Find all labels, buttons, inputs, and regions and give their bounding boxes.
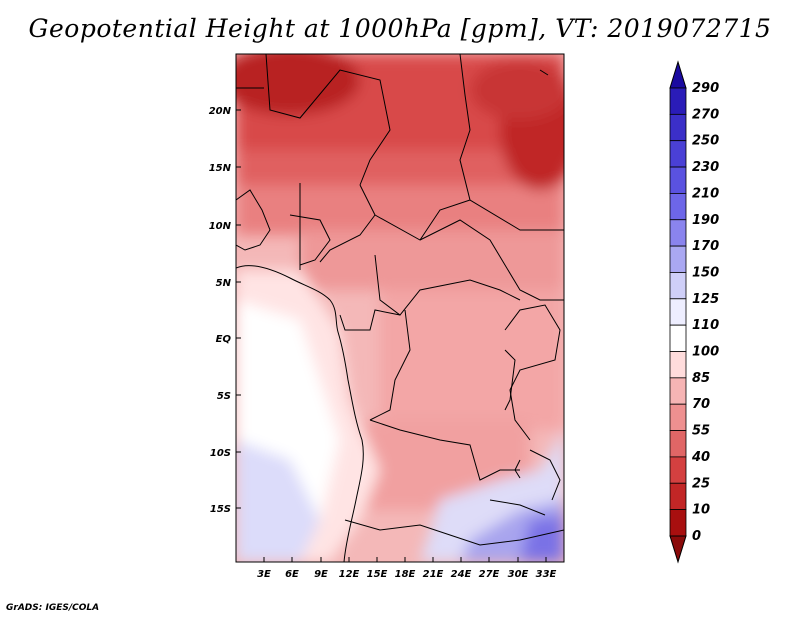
lon-tick-label: 27E bbox=[479, 569, 500, 580]
colorbar-segment bbox=[669, 245, 687, 273]
colorbar-segment bbox=[669, 87, 687, 115]
colorbar-segment bbox=[669, 377, 687, 405]
colorbar-bottom-arrow bbox=[669, 535, 687, 564]
colorbar-segment bbox=[669, 430, 687, 458]
lon-tick-label: 18E bbox=[395, 569, 416, 580]
lon-tick-label: 24E bbox=[451, 569, 472, 580]
lat-tick-label: 10N bbox=[209, 221, 232, 232]
colorbar-segment bbox=[669, 403, 687, 431]
lon-tick-label: 12E bbox=[339, 569, 360, 580]
lon-tick-label: 3E bbox=[257, 569, 271, 580]
lon-tick-label: 15E bbox=[367, 569, 388, 580]
colorbar-level-label: 125 bbox=[692, 292, 719, 307]
colorbar-level-label: 40 bbox=[691, 450, 710, 465]
colorbar-segment bbox=[669, 351, 687, 379]
colorbar-segment bbox=[669, 113, 687, 142]
colorbar-level-label: 0 bbox=[692, 529, 701, 544]
lon-tick-label: 33E bbox=[536, 569, 557, 580]
lat-tick-label: 5N bbox=[216, 278, 232, 289]
colorbar-level-label: 70 bbox=[692, 397, 710, 412]
colorbar-level-label: 25 bbox=[692, 476, 710, 491]
colorbar-segment bbox=[669, 456, 687, 484]
lat-tick-label: 20N bbox=[209, 106, 232, 117]
colorbar-segment bbox=[669, 219, 687, 247]
colorbar-level-label: 170 bbox=[692, 239, 719, 254]
lat-tick-label: 15S bbox=[210, 504, 231, 515]
colorbar-segment bbox=[669, 298, 687, 326]
colorbar-segment bbox=[669, 324, 687, 352]
colorbar-level-label: 230 bbox=[692, 160, 719, 175]
lat-tick-label: 5S bbox=[217, 391, 231, 402]
lon-tick-label: 9E bbox=[314, 569, 328, 580]
colorbar-segment bbox=[669, 140, 687, 168]
colorbar-segment bbox=[669, 192, 687, 221]
colorbar-segment bbox=[669, 509, 687, 537]
colorbar-level-label: 100 bbox=[692, 345, 719, 360]
lon-tick-label: 21E bbox=[423, 569, 444, 580]
colorbar-segment bbox=[669, 482, 687, 511]
grads-credit: GrADS: IGES/COLA bbox=[6, 603, 100, 613]
lon-tick-label: 6E bbox=[285, 569, 299, 580]
geopotential-field bbox=[236, 54, 564, 562]
colorbar-segment bbox=[669, 166, 687, 194]
colorbar-level-label: 190 bbox=[692, 213, 719, 228]
chart-title: Geopotential Height at 1000hPa [gpm], VT… bbox=[28, 14, 772, 43]
colorbar-level-label: 150 bbox=[692, 265, 719, 280]
country-borders bbox=[236, 54, 564, 562]
colorbar-level-label: 110 bbox=[692, 318, 719, 333]
colorbar-top-arrow bbox=[669, 60, 687, 89]
lon-tick-label: 30E bbox=[508, 569, 529, 580]
colorbar-level-label: 55 bbox=[692, 424, 710, 439]
colorbar-level-label: 85 bbox=[692, 371, 710, 386]
colorbar-level-label: 210 bbox=[692, 186, 719, 201]
lat-tick-label: 10S bbox=[210, 448, 231, 459]
colorbar-level-label: 10 bbox=[692, 503, 710, 518]
colorbar-segment bbox=[669, 272, 687, 300]
lat-tick-label: 15N bbox=[209, 163, 232, 174]
colorbar-level-label: 290 bbox=[692, 81, 719, 96]
colorbar-level-label: 250 bbox=[692, 134, 719, 149]
colorbar-level-label: 270 bbox=[692, 107, 719, 122]
map-frame bbox=[235, 53, 565, 563]
lat-tick-label: EQ bbox=[216, 334, 232, 345]
